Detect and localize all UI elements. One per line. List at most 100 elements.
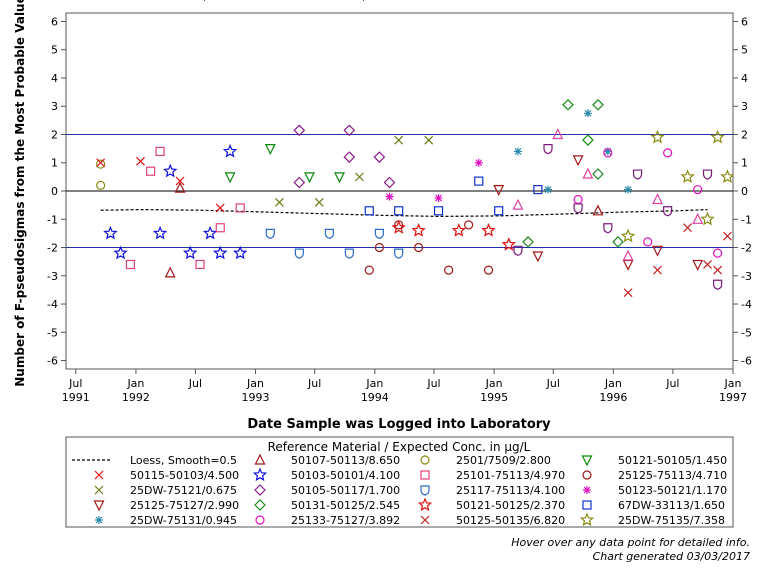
- data-point: [212, 245, 228, 260]
- legend-label: 25117-75113/4.100: [456, 484, 565, 497]
- data-point: [113, 245, 128, 260]
- data-point: [603, 223, 613, 234]
- series-19: [513, 144, 723, 290]
- data-point: [175, 176, 185, 186]
- data-point: [164, 266, 176, 278]
- legend-symbol: [94, 470, 104, 480]
- legend-label: 50131-50125/2.545: [291, 499, 400, 512]
- data-point: [493, 185, 505, 196]
- data-point: [202, 225, 218, 240]
- data-point: [355, 172, 364, 182]
- series-5: [125, 146, 245, 270]
- loess-layer: [100, 208, 708, 218]
- series-8: [293, 124, 396, 189]
- y-tick-label-left: -4: [47, 298, 58, 311]
- legend-title: Reference Material / Expected Conc. in µ…: [268, 440, 531, 454]
- legend-label: 25127-75125/3.550: [130, 0, 239, 3]
- x-tick-label: Jul: [188, 377, 202, 390]
- data-point: [294, 248, 304, 259]
- data-points-layer: [96, 98, 733, 298]
- data-point: [174, 181, 186, 193]
- legend-label: 25DW-75121/0.675: [130, 484, 237, 497]
- legend-label: 50125-50135/6.820: [456, 514, 565, 527]
- legend-symbol: [582, 500, 592, 510]
- data-point: [394, 248, 404, 259]
- data-point: [652, 193, 663, 205]
- legend-symbol: [420, 515, 430, 525]
- data-point: [163, 163, 178, 178]
- data-point: [474, 176, 484, 186]
- x-tick-year: 1992: [122, 391, 150, 404]
- data-point: [680, 169, 695, 183]
- y-tick-label-right: -4: [741, 298, 752, 311]
- series-18: [620, 129, 733, 243]
- data-point: [374, 228, 385, 239]
- data-point: [650, 129, 665, 144]
- data-point: [573, 203, 583, 214]
- data-point: [343, 124, 356, 137]
- data-point: [522, 236, 534, 248]
- data-point: [394, 206, 404, 216]
- legend-label: 2501/7509/2.800: [456, 454, 551, 467]
- legend-symbol: [254, 453, 266, 465]
- data-point: [683, 223, 692, 233]
- data-point: [264, 144, 276, 155]
- data-point: [723, 231, 732, 241]
- y-tick-label-right: -3: [741, 270, 752, 283]
- legend-label: 50107-50113/8.650: [291, 454, 400, 467]
- data-point: [183, 245, 198, 260]
- data-point: [622, 249, 634, 261]
- data-point: [125, 259, 135, 270]
- legend-label: 25133-75127/3.892: [291, 514, 400, 527]
- data-point: [692, 259, 704, 271]
- x-tick-label: Jul: [68, 377, 82, 390]
- data-point: [501, 237, 516, 251]
- y-tick-label-right: 3: [741, 100, 748, 113]
- x-tick-year: 1997: [719, 391, 747, 404]
- data-point: [146, 166, 156, 176]
- legend-label: 25125-75127/2.990: [130, 499, 239, 512]
- data-point: [383, 176, 396, 189]
- data-point: [582, 134, 594, 146]
- y-tick-label-right: -5: [741, 326, 752, 339]
- data-point: [652, 245, 663, 257]
- y-axis-title: Number of F-pseudosigmas from the Most P…: [13, 0, 27, 387]
- data-point: [533, 184, 543, 195]
- data-point: [391, 220, 406, 234]
- data-point: [592, 168, 604, 180]
- legend-symbol: [254, 499, 266, 511]
- data-point: [424, 135, 434, 145]
- data-point: [215, 223, 225, 233]
- series-2: [224, 144, 345, 184]
- series-15: [513, 109, 633, 194]
- y-tick-label-left: 1: [51, 157, 58, 170]
- series-10: [385, 158, 483, 203]
- data-point: [444, 265, 454, 275]
- reference-lines: [66, 133, 733, 249]
- x-axis-title: Date Sample was Logged into Laboratory: [247, 417, 551, 432]
- data-point: [293, 176, 306, 189]
- y-tick-label-left: 6: [51, 15, 58, 28]
- data-point: [603, 147, 612, 156]
- data-point: [513, 147, 522, 156]
- data-point: [653, 265, 662, 275]
- data-point: [713, 248, 723, 258]
- legend-symbol: [95, 516, 103, 524]
- data-point: [265, 228, 275, 239]
- legend-symbol: [582, 470, 592, 480]
- legend-symbol: [93, 500, 105, 512]
- y-tick-label-left: -2: [47, 242, 58, 255]
- y-tick-label-left: 5: [51, 44, 58, 57]
- data-point: [155, 146, 165, 157]
- x-tick-label: Jul: [426, 377, 440, 390]
- series-16: [573, 148, 723, 258]
- y-axis-right: -6 -5 -4 -3 -2 -1 0 1 2 3 4 5 6: [733, 15, 752, 368]
- legend-symbol: [255, 515, 265, 525]
- y-tick-label-right: 2: [741, 128, 748, 141]
- data-point: [152, 225, 168, 240]
- data-point: [620, 228, 636, 243]
- data-point: [532, 251, 544, 263]
- data-point: [215, 203, 225, 213]
- legend-label: 25125-75113/4.710: [618, 469, 727, 482]
- y-tick-label-left: -5: [47, 326, 58, 339]
